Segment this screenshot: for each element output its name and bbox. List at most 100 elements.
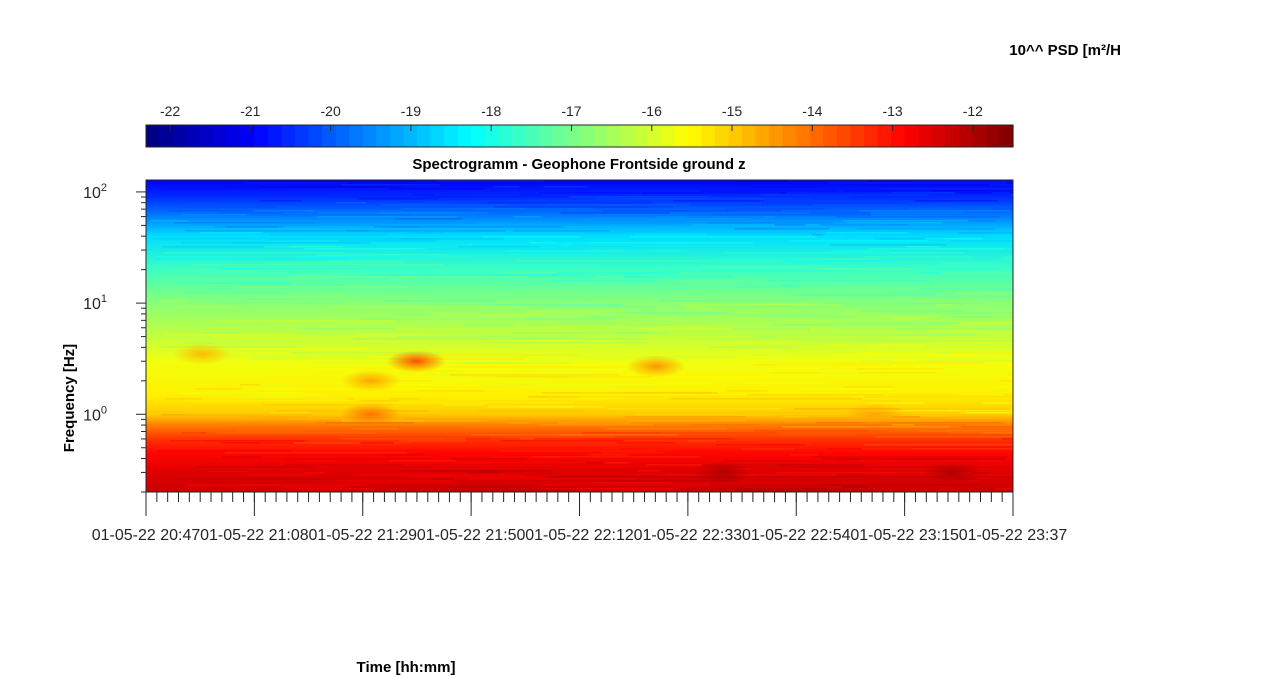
texture-streak: [525, 324, 675, 326]
texture-streak: [242, 286, 406, 288]
texture-streak: [431, 256, 473, 258]
texture-streak: [753, 364, 893, 366]
texture-streak: [929, 330, 1013, 332]
texture-streak: [994, 488, 1013, 490]
texture-streak: [800, 340, 909, 342]
heatmap-hotspot: [386, 350, 447, 373]
texture-streak: [487, 304, 623, 306]
colorbar-cell: [918, 125, 933, 147]
texture-streak: [842, 486, 869, 488]
texture-streak: [833, 328, 927, 330]
texture-streak: [346, 482, 460, 484]
texture-streak: [619, 272, 681, 274]
texture-streak: [454, 478, 635, 480]
texture-streak: [156, 278, 235, 280]
colorbar-cell: [511, 125, 526, 147]
texture-streak: [592, 482, 673, 484]
texture-streak: [533, 246, 633, 248]
texture-streak: [315, 294, 363, 296]
texture-streak: [626, 312, 731, 314]
texture-streak: [340, 438, 466, 440]
colorbar-cell: [457, 125, 472, 147]
texture-streak: [726, 356, 766, 358]
texture-streak: [219, 268, 254, 270]
texture-streak: [924, 290, 990, 292]
texture-streak: [624, 416, 746, 418]
texture-streak: [177, 306, 236, 308]
texture-streak: [937, 404, 1013, 406]
texture-streak: [824, 302, 987, 304]
texture-streak: [862, 448, 1013, 450]
texture-streak: [634, 374, 736, 376]
texture-streak: [219, 354, 417, 356]
texture-streak: [586, 316, 648, 318]
y-tick-label: 102: [83, 182, 107, 202]
texture-streak: [714, 258, 798, 260]
texture-streak: [887, 458, 1006, 460]
colorbar-ticks: -22 -21 -20 -19 -18 -17 -16 -15 -14 -13 -12: [160, 103, 983, 131]
texture-streak: [533, 438, 733, 440]
colorbar-cell: [538, 125, 554, 147]
texture-streak: [775, 472, 973, 474]
texture-streak: [723, 460, 815, 462]
texture-streak: [633, 382, 826, 384]
texture-streak: [864, 396, 1013, 398]
texture-streak: [450, 458, 527, 460]
texture-streak: [863, 256, 974, 258]
texture-streak: [726, 208, 908, 210]
colorbar-cell: [796, 125, 811, 147]
texture-streak: [328, 264, 444, 266]
texture-streak: [283, 458, 432, 460]
texture-streak: [557, 272, 666, 274]
texture-streak: [975, 294, 1013, 296]
texture-streak: [258, 392, 304, 394]
texture-streak: [688, 214, 872, 216]
texture-streak: [776, 362, 840, 364]
texture-streak: [395, 328, 580, 330]
texture-streak: [181, 432, 207, 434]
texture-streak: [627, 420, 747, 422]
texture-streak: [780, 284, 801, 286]
texture-streak: [802, 460, 833, 462]
texture-streak: [487, 342, 648, 344]
colorbar-cell: [376, 125, 391, 147]
colorbar-tick-label: -17: [561, 103, 581, 119]
texture-streak: [838, 362, 984, 364]
texture-streak: [794, 290, 852, 292]
texture-streak: [753, 430, 889, 432]
texture-streak: [269, 412, 311, 414]
texture-streak: [566, 398, 610, 400]
texture-streak: [975, 488, 1013, 490]
texture-streak: [868, 248, 1003, 250]
texture-streak: [918, 272, 941, 274]
texture-streak: [530, 372, 598, 374]
texture-streak: [467, 244, 572, 246]
heatmap-hotspot: [845, 403, 906, 426]
texture-streak: [558, 322, 619, 324]
texture-streak: [783, 354, 979, 356]
texture-streak: [519, 186, 544, 188]
texture-streak: [252, 210, 314, 212]
x-tick-label: 01-05-22 21:50: [417, 527, 526, 544]
texture-streak: [605, 428, 727, 430]
texture-streak: [824, 342, 873, 344]
texture-streak: [209, 418, 259, 420]
texture-streak: [327, 306, 522, 308]
texture-streak: [857, 236, 1013, 238]
texture-streak: [618, 316, 802, 318]
texture-streak: [782, 416, 808, 418]
texture-streak: [193, 264, 339, 266]
texture-streak: [701, 464, 794, 466]
texture-streak: [843, 334, 977, 336]
texture-streak: [669, 310, 692, 312]
texture-streak: [241, 416, 309, 418]
heatmap-hotspot: [172, 342, 233, 365]
texture-streak: [263, 262, 406, 264]
texture-streak: [196, 388, 242, 390]
texture-streak: [698, 270, 806, 272]
texture-streak: [395, 378, 541, 380]
texture-streak: [471, 376, 654, 378]
texture-streak: [815, 432, 984, 434]
texture-streak: [289, 488, 374, 490]
texture-streak: [157, 450, 291, 452]
